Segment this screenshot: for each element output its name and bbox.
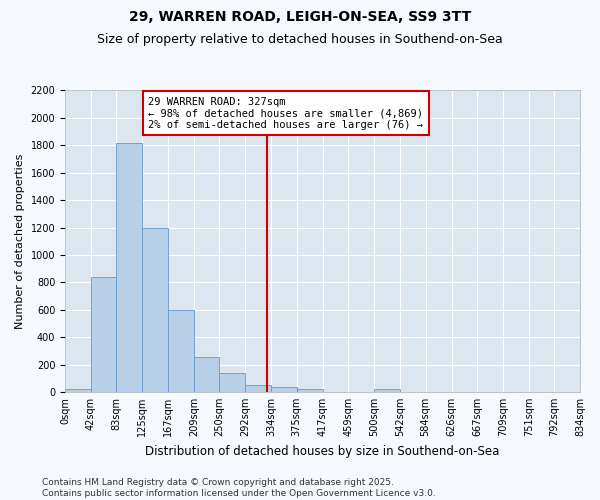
Bar bbox=[245, 385, 271, 392]
Bar bbox=[194, 357, 220, 392]
Bar bbox=[220, 372, 245, 392]
Bar bbox=[65, 388, 91, 392]
Bar bbox=[271, 387, 296, 392]
Text: 29 WARREN ROAD: 327sqm
← 98% of detached houses are smaller (4,869)
2% of semi-d: 29 WARREN ROAD: 327sqm ← 98% of detached… bbox=[148, 96, 424, 130]
Bar bbox=[116, 142, 142, 392]
Bar bbox=[296, 388, 323, 392]
Bar bbox=[91, 277, 116, 392]
Bar bbox=[142, 228, 168, 392]
Bar bbox=[374, 389, 400, 392]
Text: Contains HM Land Registry data © Crown copyright and database right 2025.
Contai: Contains HM Land Registry data © Crown c… bbox=[42, 478, 436, 498]
Bar bbox=[168, 310, 194, 392]
Text: Size of property relative to detached houses in Southend-on-Sea: Size of property relative to detached ho… bbox=[97, 32, 503, 46]
X-axis label: Distribution of detached houses by size in Southend-on-Sea: Distribution of detached houses by size … bbox=[145, 444, 500, 458]
Text: 29, WARREN ROAD, LEIGH-ON-SEA, SS9 3TT: 29, WARREN ROAD, LEIGH-ON-SEA, SS9 3TT bbox=[129, 10, 471, 24]
Y-axis label: Number of detached properties: Number of detached properties bbox=[15, 154, 25, 329]
